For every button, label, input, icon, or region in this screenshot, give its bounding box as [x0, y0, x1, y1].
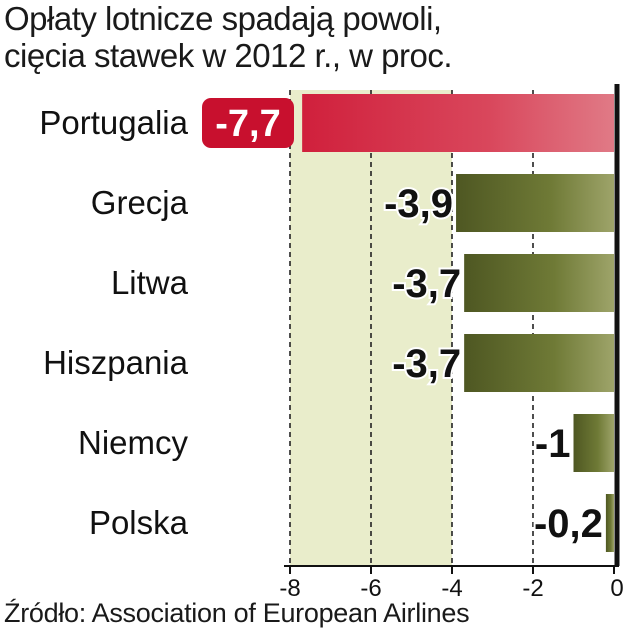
x-tick-label: -2: [522, 575, 543, 602]
value-label: -3,7: [392, 342, 461, 386]
category-label: Niemcy: [78, 424, 189, 461]
x-tick-label: -8: [279, 575, 300, 602]
bar: [464, 334, 614, 392]
x-tick-label: -6: [360, 575, 381, 602]
x-tick-label: -4: [441, 575, 462, 602]
title-line-2: cięcia stawek w 2012 r., w proc.: [4, 37, 453, 74]
value-label: -3,7: [392, 262, 461, 306]
value-label: -1: [535, 422, 571, 466]
category-label: Portugalia: [39, 104, 188, 141]
source-note: Źródło: Association of European Airlines: [4, 598, 470, 628]
bar: [302, 94, 614, 152]
category-label: Litwa: [111, 264, 189, 301]
category-label: Polska: [89, 504, 189, 541]
category-label: Hiszpania: [43, 344, 189, 381]
category-label: Grecja: [91, 184, 189, 221]
bar: [464, 254, 614, 312]
bar: [573, 414, 614, 472]
title-line-1: Opłaty lotnicze spadają powoli,: [4, 0, 442, 37]
bar: [605, 494, 614, 552]
chart-title: Opłaty lotnicze spadają powoli, cięcia s…: [4, 0, 453, 74]
value-label: -3,9: [384, 182, 453, 226]
value-label: -7,7: [215, 103, 280, 145]
value-label: -0,2: [534, 502, 603, 546]
x-tick-label: 0: [610, 575, 623, 602]
value-label-badge: [202, 98, 294, 148]
bar: [456, 174, 614, 232]
